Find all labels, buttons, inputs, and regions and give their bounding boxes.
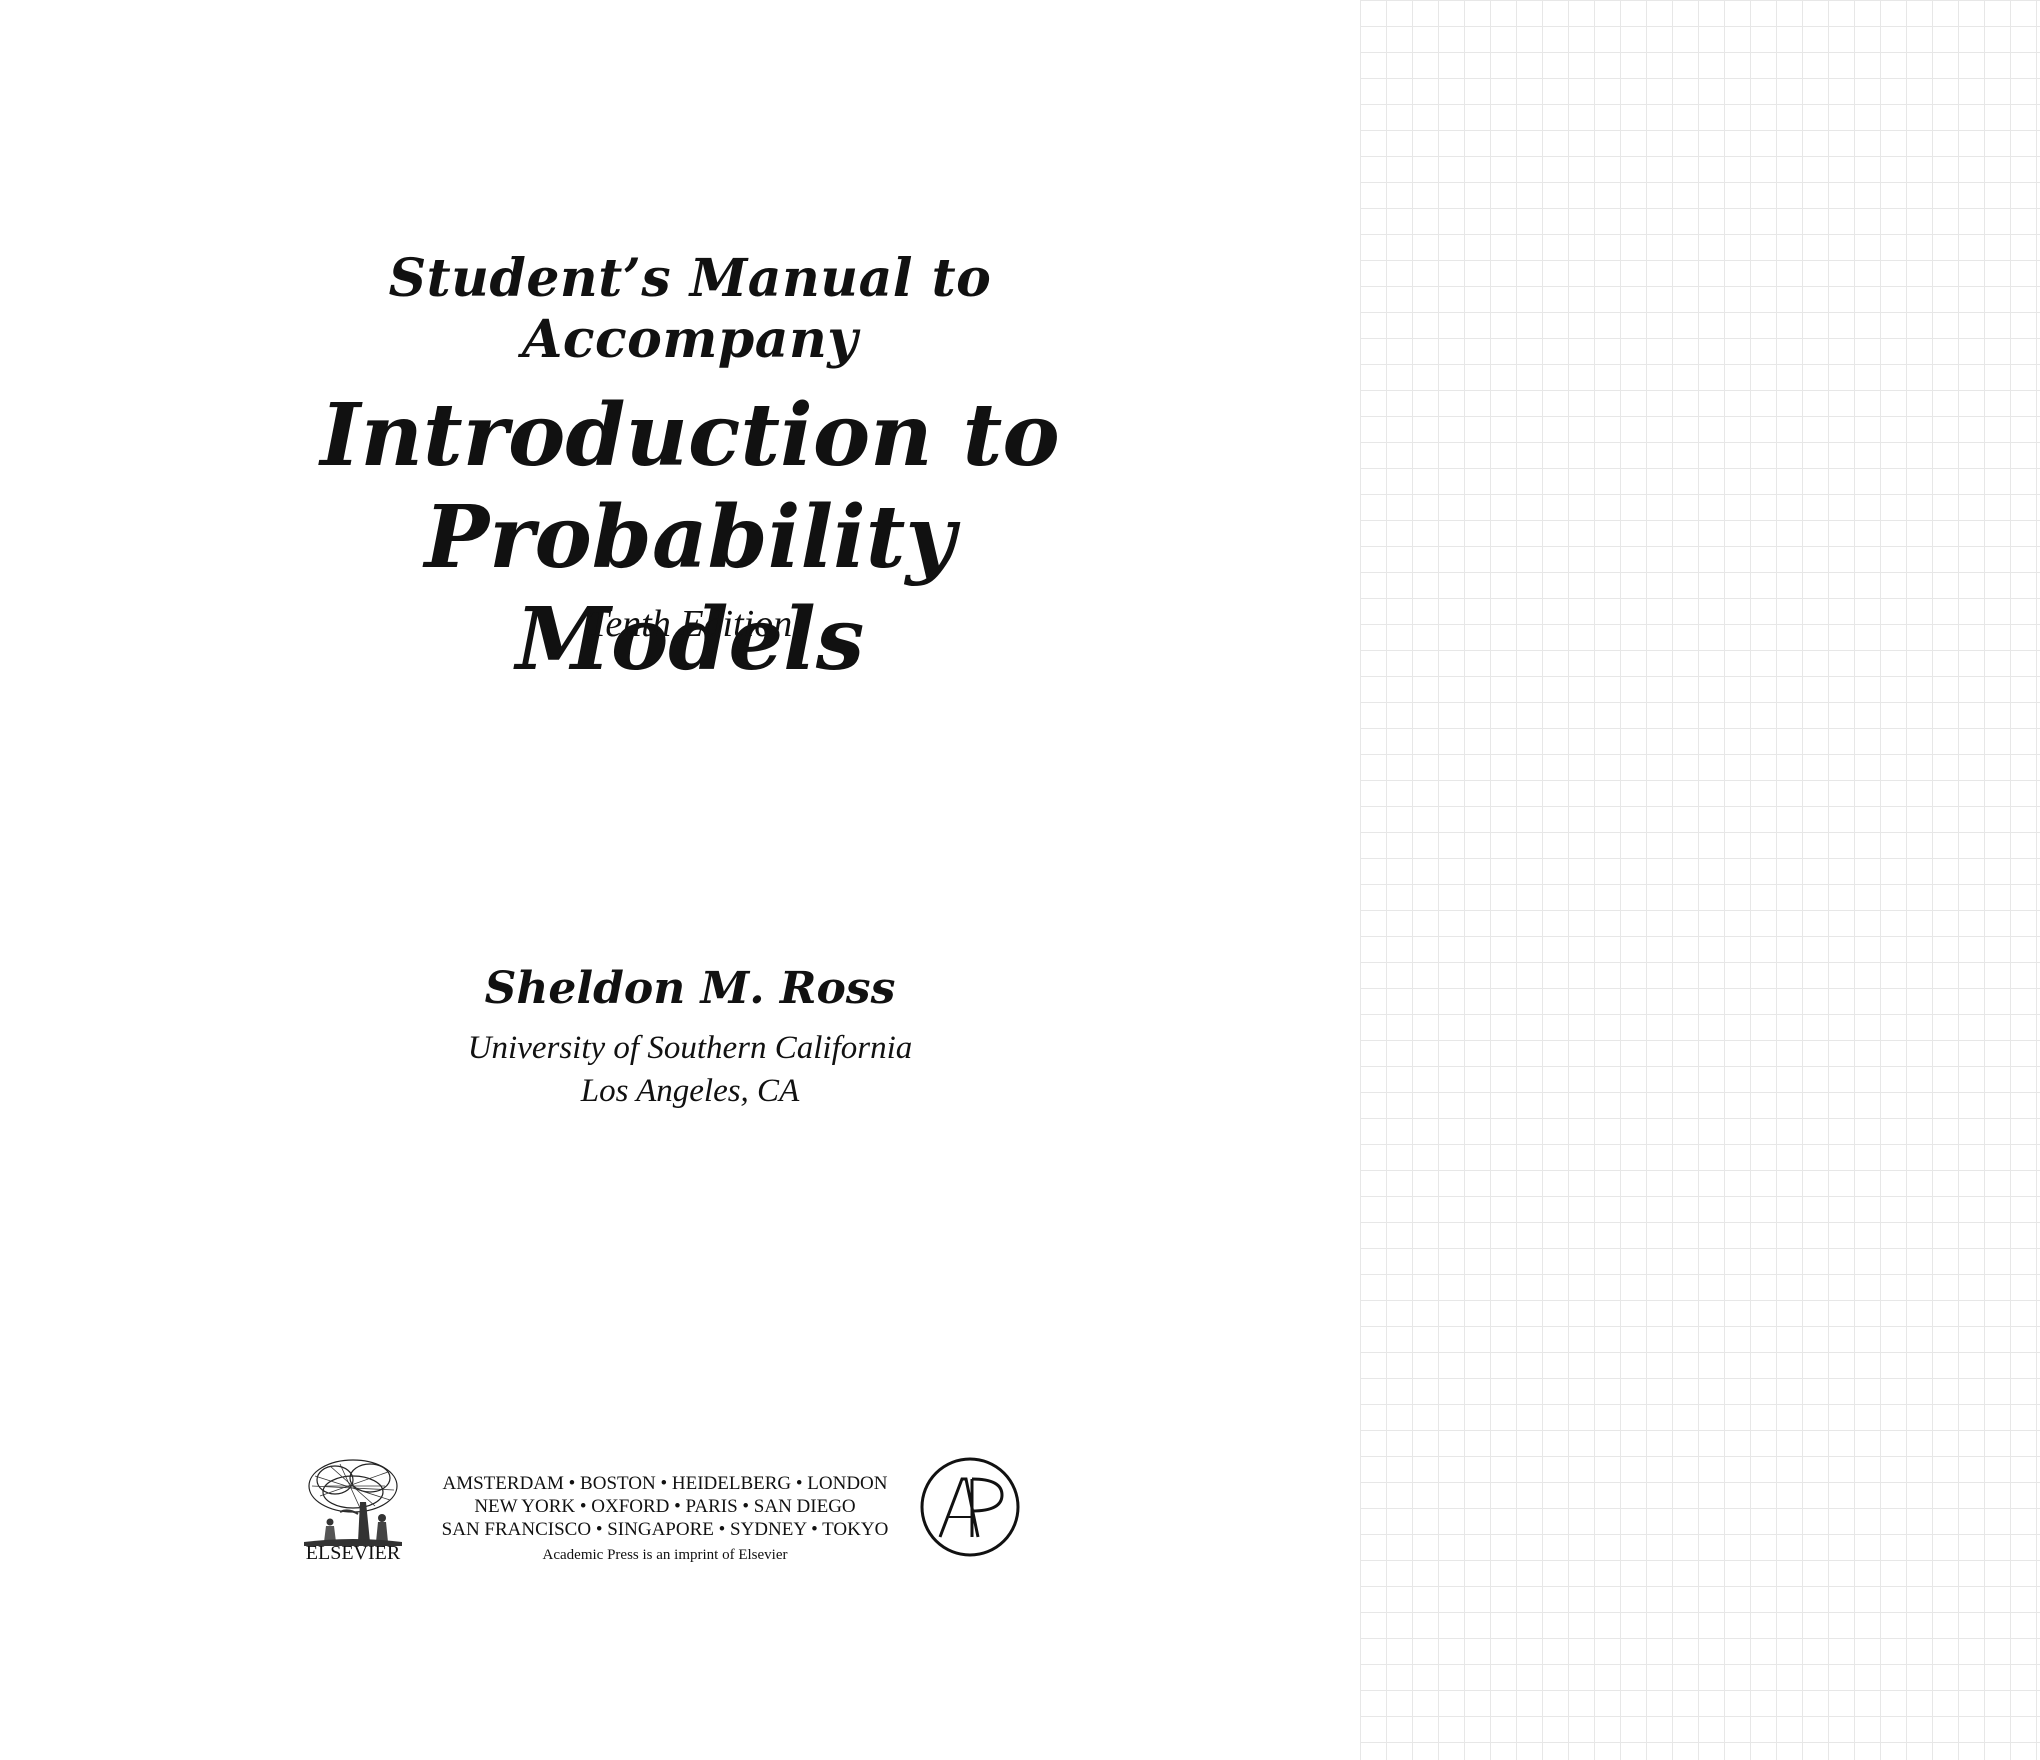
author-affiliation: University of Southern California [467,1030,913,1066]
grid-background-panel [1360,0,2040,1760]
cities-line-1: AMSTERDAM • BOSTON • HEIDELBERG • LONDON [442,1473,888,1494]
book-title-line-2: Probability Models [424,487,956,690]
cities-line-3: SAN FRANCISCO • SINGAPORE • SYDNEY • TOK… [441,1519,889,1540]
manual-subtitle: Student’s Manual to Accompany [388,248,992,370]
elsevier-wordmark: ELSEVIER [305,1542,401,1564]
elsevier-tree-icon [304,1459,402,1546]
author-name: Sheldon M. Ross [484,963,896,1014]
imprint-note: Academic Press is an imprint of Elsevier [542,1547,788,1563]
edition-label: Tenth Edition [587,603,793,645]
academic-press-ap-icon [920,1457,1020,1557]
publisher-block: ELSEVIER AMSTERDAM • BOSTON • HEIDELBERG… [300,1450,1030,1580]
book-title: Introduction to Probability Models [290,385,1090,691]
title-page: Student’s Manual to Accompany Introducti… [290,248,1090,1580]
publisher-cities: AMSTERDAM • BOSTON • HEIDELBERG • LONDON… [430,1472,900,1541]
book-title-line-1: Introduction to [320,385,1060,486]
author-location: Los Angeles, CA [580,1073,800,1109]
cities-line-2: NEW YORK • OXFORD • PARIS • SAN DIEGO [474,1496,856,1517]
